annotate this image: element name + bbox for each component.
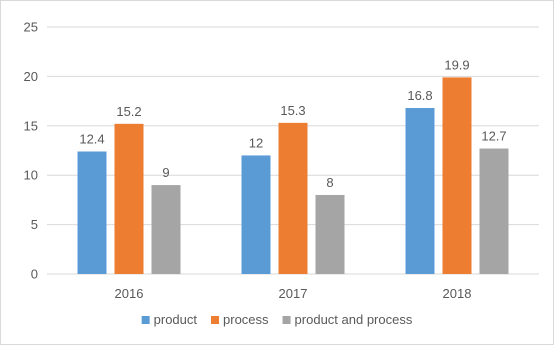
- legend: product process product and process: [141, 312, 413, 327]
- bar: [315, 194, 345, 274]
- x-axis-ticks: 2016 2017 2018: [115, 286, 472, 301]
- bar: [405, 108, 435, 275]
- x-tick-label: 2016: [115, 286, 144, 301]
- y-tick-label: 20: [24, 69, 38, 84]
- bar: [442, 77, 472, 274]
- y-axis-ticks: 0 5 10 15 20 25: [24, 20, 38, 282]
- data-label: 12: [249, 135, 263, 150]
- legend-swatch: [141, 316, 150, 324]
- bar: [114, 123, 144, 274]
- data-label: 12.4: [79, 131, 104, 146]
- y-tick-label: 5: [31, 217, 38, 232]
- legend-label: product: [154, 312, 198, 327]
- data-label: 9: [162, 165, 169, 180]
- data-label: 15.3: [280, 103, 305, 118]
- bar: [479, 148, 509, 274]
- data-label: 19.9: [444, 57, 469, 72]
- data-label: 12.7: [481, 129, 506, 144]
- legend-swatch: [211, 316, 220, 324]
- legend-label: product and process: [295, 312, 413, 327]
- bar: [241, 155, 271, 274]
- data-label: 16.8: [407, 88, 432, 103]
- y-tick-label: 15: [24, 118, 38, 133]
- legend-swatch: [282, 316, 291, 324]
- bars: [77, 77, 509, 275]
- bar: [278, 122, 308, 274]
- bar: [151, 185, 181, 274]
- y-tick-label: 10: [24, 168, 38, 183]
- data-labels: 12.4 15.2 9 12 15.3 8 16.8 19.9 12.7: [79, 57, 506, 190]
- bar: [77, 151, 107, 274]
- y-tick-label: 0: [31, 267, 38, 282]
- x-tick-label: 2017: [279, 286, 308, 301]
- data-label: 8: [326, 175, 333, 190]
- x-tick-label: 2018: [443, 286, 472, 301]
- y-tick-label: 25: [24, 20, 38, 35]
- legend-label: process: [223, 312, 269, 327]
- data-label: 15.2: [116, 104, 141, 119]
